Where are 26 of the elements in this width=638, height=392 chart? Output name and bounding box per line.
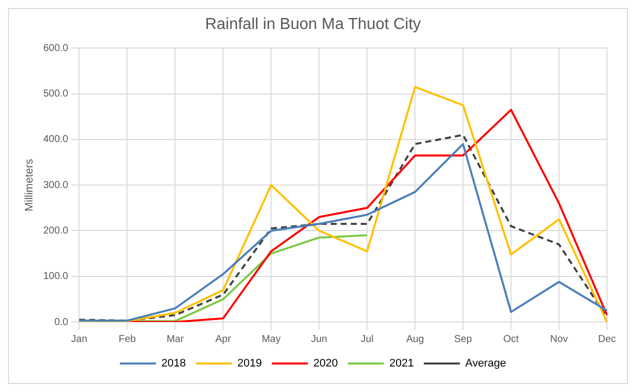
y-tick-label: 200.0 [43, 225, 69, 236]
y-tick-label: 0.0 [54, 316, 69, 328]
x-tick-label: Nov [550, 334, 568, 345]
x-tick-label: Dec [598, 334, 616, 345]
y-tick-label: 400.0 [43, 134, 69, 146]
y-tick-label: 100.0 [43, 271, 69, 282]
chart-title: Rainfall in Buon Ma Thuot City [205, 16, 421, 34]
legend-label: 2021 [389, 358, 414, 370]
legend-label: 2020 [313, 358, 338, 370]
x-tick-label: May [262, 334, 281, 345]
x-tick-label: Mar [166, 334, 184, 345]
legend-label: 2018 [161, 358, 186, 370]
y-tick-label: 300.0 [43, 180, 69, 191]
x-tick-label: Sep [454, 334, 472, 345]
legend-label: 2019 [237, 358, 262, 370]
x-tick-label: Aug [406, 334, 424, 345]
y-tick-label: 500.0 [43, 88, 69, 100]
x-tick-label: Oct [503, 334, 520, 345]
x-tick-label: Jul [360, 334, 374, 345]
y-axis-title: Millimeters [24, 158, 36, 212]
legend-label: Average [465, 358, 506, 370]
x-tick-label: Feb [118, 334, 136, 345]
y-tick-label: 600.0 [43, 42, 69, 54]
x-tick-label: Jun [311, 334, 328, 345]
x-tick-label: Jan [71, 334, 88, 345]
x-tick-label: Apr [215, 334, 232, 345]
